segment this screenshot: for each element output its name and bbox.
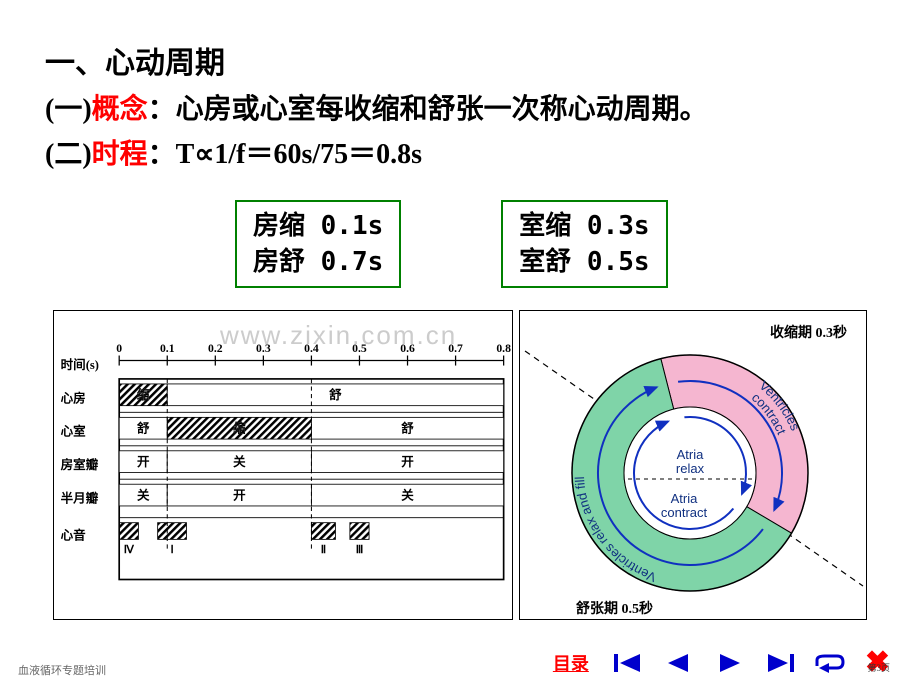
line1-keyword: 概念 xyxy=(92,94,148,125)
svg-text:开: 开 xyxy=(401,455,414,469)
svg-text:关: 关 xyxy=(233,454,246,469)
svg-text:0.3: 0.3 xyxy=(256,343,271,356)
svg-text:0.7: 0.7 xyxy=(448,343,463,356)
concept-line: (一)概念：心房或心室每收缩和舒张一次称心动周期。 xyxy=(45,88,875,133)
menu-link[interactable]: 目录 xyxy=(553,650,589,676)
svg-text:0: 0 xyxy=(116,343,122,356)
footer-caption: 血液循环专题培训 xyxy=(18,662,106,678)
diagram-row: 时间(s)00.10.20.30.40.50.60.70.8心房缩舒心室舒缩舒房… xyxy=(45,310,875,620)
line2-prefix: (二) xyxy=(45,139,92,170)
svg-text:relax: relax xyxy=(676,461,705,476)
atrium-relax: 房舒 0.7s xyxy=(253,244,383,280)
svg-text:关: 关 xyxy=(137,488,150,503)
svg-text:Ⅰ: Ⅰ xyxy=(170,544,173,556)
atrium-box: 房缩 0.1s 房舒 0.7s xyxy=(235,200,401,289)
timing-diagram: 时间(s)00.10.20.30.40.50.60.70.8心房缩舒心室舒缩舒房… xyxy=(53,310,513,620)
svg-text:舒张期 0.5秒: 舒张期 0.5秒 xyxy=(576,600,653,617)
svg-text:Ⅳ: Ⅳ xyxy=(124,544,135,556)
svg-text:Ⅲ: Ⅲ xyxy=(356,544,363,556)
line2-rest: ：T∝1/f＝60s/75＝0.8s xyxy=(148,139,422,170)
svg-text:心室: 心室 xyxy=(61,424,87,439)
nav-return-button[interactable] xyxy=(811,651,847,675)
svg-text:舒: 舒 xyxy=(401,421,414,436)
nav-first-button[interactable] xyxy=(611,651,647,675)
svg-text:0.8: 0.8 xyxy=(496,343,511,356)
svg-text:开: 开 xyxy=(137,455,150,469)
svg-text:缩: 缩 xyxy=(233,421,246,436)
circle-diagram: VentriclescontractVentricles relax and f… xyxy=(520,311,868,621)
svg-text:Ⅱ: Ⅱ xyxy=(321,544,326,556)
svg-text:0.1: 0.1 xyxy=(160,343,175,356)
svg-text:房室瓣: 房室瓣 xyxy=(61,458,99,473)
line1-rest: ：心房或心室每收缩和舒张一次称心动周期。 xyxy=(148,94,708,125)
svg-text:舒: 舒 xyxy=(329,387,342,402)
footer-nav: 目录 ✖ xyxy=(553,645,890,680)
svg-text:半月瓣: 半月瓣 xyxy=(61,491,99,506)
ventricle-relax: 室舒 0.5s xyxy=(519,244,649,280)
atrium-contract: 房缩 0.1s xyxy=(253,208,383,244)
svg-text:舒: 舒 xyxy=(137,421,150,436)
svg-text:Atria: Atria xyxy=(671,491,699,506)
svg-text:关: 关 xyxy=(401,488,414,503)
svg-text:时间(s): 时间(s) xyxy=(61,357,99,372)
svg-text:0.5: 0.5 xyxy=(352,343,367,356)
svg-text:心音: 心音 xyxy=(61,528,87,543)
svg-text:contract: contract xyxy=(661,505,708,520)
svg-text:开: 开 xyxy=(233,489,246,503)
svg-text:收缩期 0.3秒: 收缩期 0.3秒 xyxy=(770,324,847,341)
footer: 血液循环专题培训 目录 ✖ 第3页 xyxy=(0,650,920,680)
circle-diagram-container: VentriclescontractVentricles relax and f… xyxy=(519,310,867,620)
svg-text:缩: 缩 xyxy=(137,387,150,402)
line1-prefix: (一) xyxy=(45,94,92,125)
page-number: 第3页 xyxy=(867,661,890,674)
nav-next-button[interactable] xyxy=(711,651,747,675)
svg-text:Atria: Atria xyxy=(677,447,705,462)
svg-text:心房: 心房 xyxy=(61,391,86,406)
line2-keyword: 时程 xyxy=(92,139,148,170)
main-title: 一、心动周期 xyxy=(45,40,875,88)
slide-content: 一、心动周期 (一)概念：心房或心室每收缩和舒张一次称心动周期。 (二)时程：T… xyxy=(0,0,920,620)
ventricle-box: 室缩 0.3s 室舒 0.5s xyxy=(501,200,667,289)
svg-text:0.6: 0.6 xyxy=(400,343,415,356)
value-boxes-row: 房缩 0.1s 房舒 0.7s 室缩 0.3s 室舒 0.5s xyxy=(235,200,875,289)
duration-line: (二)时程：T∝1/f＝60s/75＝0.8s xyxy=(45,133,875,178)
nav-last-button[interactable] xyxy=(761,651,797,675)
svg-text:0.2: 0.2 xyxy=(208,343,223,356)
nav-prev-button[interactable] xyxy=(661,651,697,675)
svg-text:0.4: 0.4 xyxy=(304,343,319,356)
ventricle-contract: 室缩 0.3s xyxy=(519,208,649,244)
